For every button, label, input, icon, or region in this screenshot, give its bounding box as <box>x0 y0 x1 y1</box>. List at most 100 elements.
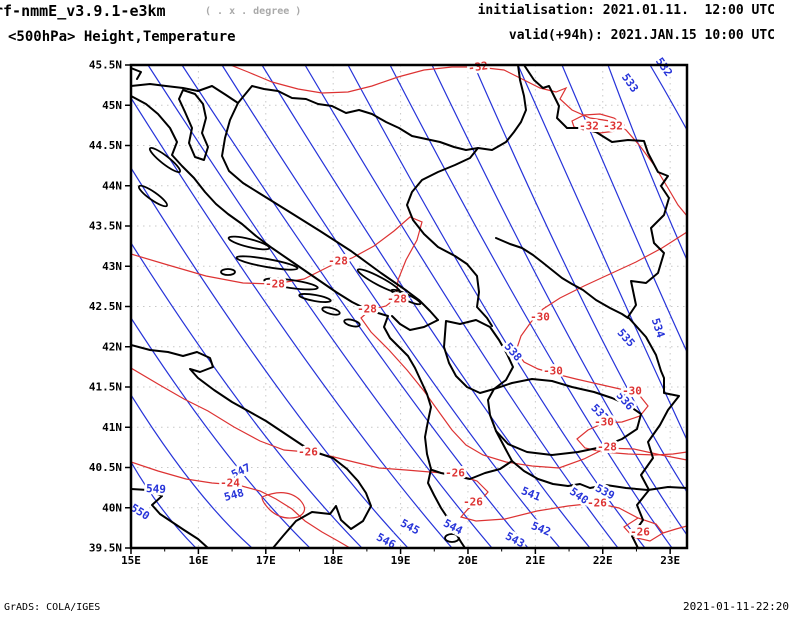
height-label-545-13: 545 <box>398 517 422 538</box>
height-contour-536 <box>473 65 687 493</box>
temp-contour--24 <box>261 492 306 519</box>
temp-label--30-5: -30 <box>622 385 642 398</box>
height-label-534-2: 534 <box>649 317 668 340</box>
temp-label--26-13: -26 <box>445 467 465 480</box>
valid-time: valid(+94h): 2021.JAN.15 10:00 UTC <box>508 28 775 43</box>
lon-label-22E: 22E <box>593 554 613 567</box>
temp-label--32-0: -32 <box>467 59 488 75</box>
lon-label-19E: 19E <box>391 554 411 567</box>
lat-label-41.5N: 41.5N <box>89 381 122 394</box>
temp-label--26-12: -26 <box>298 446 318 459</box>
height-contour-545 <box>131 97 453 548</box>
temp-label--28-10: -28 <box>357 303 377 316</box>
lat-label-45.5N: 45.5N <box>89 59 122 72</box>
lat-label-44N: 44N <box>102 179 122 192</box>
geo-boundary-13 <box>131 488 209 548</box>
height-contour-540 <box>304 65 619 548</box>
lat-label-42.5N: 42.5N <box>89 300 122 313</box>
temp-label--32-2: -32 <box>603 120 623 133</box>
lat-label-44.5N: 44.5N <box>89 139 122 152</box>
geo-boundary-2 <box>131 95 466 548</box>
island-9 <box>321 306 341 316</box>
lon-label-15E: 15E <box>121 554 141 567</box>
temp-label--30-3: -30 <box>530 311 550 324</box>
model-title: rf-nmmE_v3.9.1-e3km <box>0 2 166 20</box>
island-4 <box>263 277 319 291</box>
lon-label-23E: 23E <box>660 554 680 567</box>
geo-boundary-9 <box>431 430 513 480</box>
temp-label--28-7: -28 <box>328 255 348 268</box>
geo-boundary-5 <box>391 315 439 331</box>
lat-label-42N: 42N <box>102 340 122 353</box>
height-contour-534 <box>561 65 687 353</box>
lat-label-41N: 41N <box>102 421 122 434</box>
chart-subtitle: <500hPa> Height,Temperature <box>8 29 236 45</box>
lat-label-40N: 40N <box>102 501 122 514</box>
geo-boundary-14 <box>131 67 142 80</box>
height-label-535-3: 535 <box>615 326 638 349</box>
height-contour-533 <box>607 65 687 261</box>
grads-credit: GrADS: COLA/IGES <box>4 602 101 613</box>
lat-label-45N: 45N <box>102 99 122 112</box>
height-contour-549 <box>131 394 253 548</box>
lon-label-16E: 16E <box>188 554 208 567</box>
geo-boundary-10 <box>511 460 687 491</box>
geo-boundary-11 <box>495 237 629 319</box>
temp-label--28-9: -28 <box>387 293 407 306</box>
geo-boundary-4 <box>221 102 439 321</box>
lat-label-39.5N: 39.5N <box>89 542 122 555</box>
temp-label--26-14: -26 <box>463 496 483 509</box>
temp-contour--32 <box>228 65 687 217</box>
island-1 <box>137 184 169 208</box>
geo-boundary-8 <box>487 378 642 456</box>
height-label-549-17: 549 <box>146 482 167 496</box>
island-11 <box>444 533 460 543</box>
island-0 <box>148 146 182 174</box>
height-contour-546 <box>131 167 409 548</box>
temp-label--30-4: -30 <box>543 365 563 378</box>
height-label-541-9: 541 <box>519 484 543 504</box>
geo-boundary-12 <box>131 344 372 548</box>
island-6 <box>220 268 236 276</box>
lat-label-40.5N: 40.5N <box>89 461 122 474</box>
geo-boundary-7 <box>443 319 514 394</box>
lon-label-21E: 21E <box>525 554 545 567</box>
height-contour-544 <box>147 65 493 548</box>
height-contour-550 <box>131 461 197 548</box>
height-contour-539 <box>347 65 646 548</box>
creation-timestamp: 2021-01-11-22:20 <box>683 600 789 613</box>
geo-boundary-3 <box>178 89 209 161</box>
temp-label--28-8: -28 <box>265 278 285 291</box>
lat-label-43.5N: 43.5N <box>89 220 122 233</box>
height-label-538-4: 538 <box>502 340 525 364</box>
height-contour-542 <box>221 65 561 548</box>
geo-boundary-6 <box>406 147 493 327</box>
island-2 <box>227 235 271 251</box>
temp-contour--26 <box>131 367 687 542</box>
height-contour-547 <box>131 242 363 548</box>
temp-label--32-1: -32 <box>579 120 599 133</box>
height-contour-532 <box>649 65 687 131</box>
geo-boundary-1 <box>523 65 680 548</box>
temp-label--26-15: -26 <box>587 497 607 510</box>
height-contour-548 <box>131 317 311 548</box>
lon-label-20E: 20E <box>458 554 478 567</box>
initialisation-time: initialisation: 2021.01.11. 12:00 UTC <box>477 3 775 18</box>
temp-label--30-6: -30 <box>594 416 614 429</box>
lon-label-17E: 17E <box>256 554 276 567</box>
geo-boundary-0 <box>131 65 527 151</box>
coastline-borders-group <box>131 65 687 548</box>
height-label-544-12: 544 <box>441 517 465 538</box>
temp-label--26-16: -26 <box>630 526 650 539</box>
island-3 <box>235 255 299 271</box>
height-contour-543 <box>181 65 529 548</box>
temp-label--24-17: -24 <box>220 477 240 490</box>
lon-label-18E: 18E <box>323 554 343 567</box>
island-5 <box>298 293 332 303</box>
height-label-533-1: 533 <box>619 71 641 95</box>
units-note: ( . x . degree ) <box>205 6 302 17</box>
temp-label--28-11: -28 <box>597 441 617 454</box>
lat-label-43N: 43N <box>102 260 122 273</box>
